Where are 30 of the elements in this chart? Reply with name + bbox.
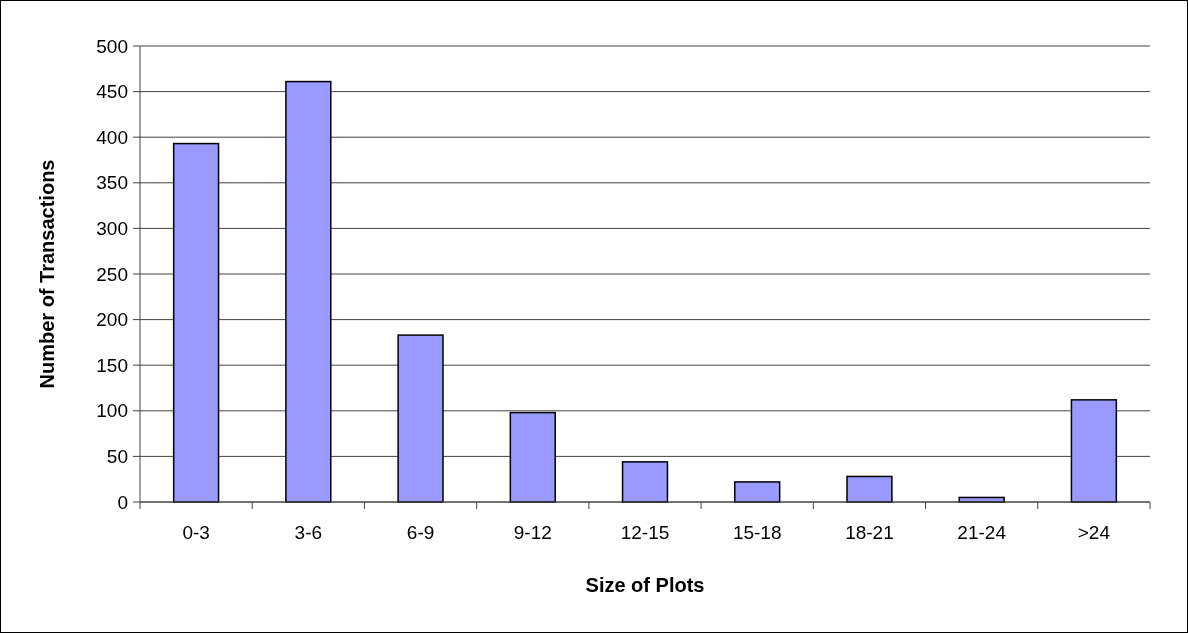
bar (285, 80, 332, 503)
y-axis-title: Number of Transactions (36, 159, 58, 389)
x-tick-label: 3-6 (294, 522, 323, 543)
bar (172, 142, 220, 503)
bar (509, 411, 556, 503)
x-tick-label: 6-9 (406, 522, 435, 543)
x-tick-label: 21-24 (957, 522, 1007, 543)
x-axis-title: Size of Plots (585, 574, 705, 596)
x-tick-label: 12-15 (620, 522, 670, 543)
y-tick-label: 450 (96, 81, 128, 103)
y-tick-label: 150 (96, 354, 128, 376)
y-tick-label: 100 (96, 400, 128, 422)
bar (846, 475, 893, 503)
y-tick-label: 0 (117, 491, 128, 513)
bar (734, 481, 781, 503)
x-tick-label: 18-21 (845, 522, 894, 543)
y-tick-label: 400 (96, 126, 128, 148)
bar (1070, 399, 1118, 503)
y-tick-label: 250 (96, 263, 128, 285)
y-tick-label: 50 (106, 446, 128, 468)
y-tick-label: 200 (96, 309, 128, 331)
y-tick-label: 500 (96, 35, 128, 57)
y-tick-label: 350 (96, 172, 128, 194)
x-tick-label: 15-18 (732, 522, 782, 543)
bar (397, 334, 444, 503)
x-tick-label: >24 (1077, 522, 1111, 543)
bar (621, 461, 669, 503)
x-tick-label: 9-12 (513, 522, 552, 543)
y-tick-label: 300 (96, 218, 128, 240)
x-tick-label: 0-3 (182, 522, 210, 543)
